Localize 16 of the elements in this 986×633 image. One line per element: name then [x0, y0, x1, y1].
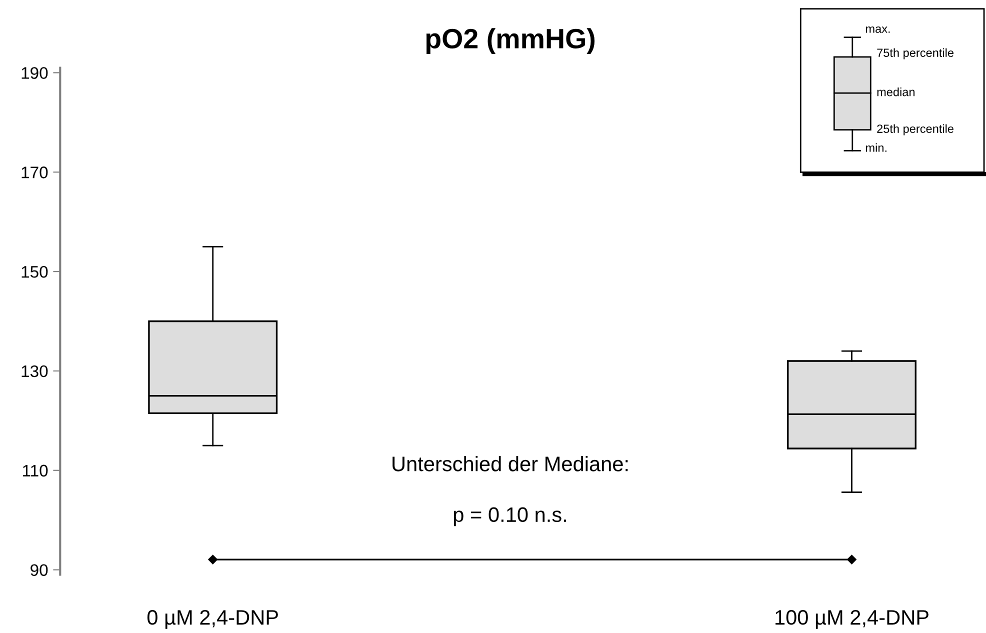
chart-title: pO2 (mmHG) [426, 28, 595, 54]
y-tick-label: 130 [22, 365, 48, 378]
y-tick-label: 190 [22, 67, 48, 79]
text: max. [866, 26, 890, 33]
y-tick-label: 150 [22, 266, 48, 278]
x-tick-label: 0 µM 2,4-DNP [147, 610, 278, 629]
x-tick-label: 100 µM 2,4-DNP [776, 610, 928, 629]
y-tick-label: 170 [22, 166, 48, 178]
annotation: median [877, 88, 915, 96]
text: 75th percentile [877, 48, 954, 60]
annotation: 25th percentile [877, 124, 954, 136]
annotation: Unterschied der Mediane: [392, 456, 628, 472]
annotation: min. [866, 143, 886, 152]
y-tick-label: 90 [30, 564, 48, 576]
annotation: p = 0.10 n.s. [454, 507, 566, 526]
y-tick-label: 110 [23, 464, 48, 477]
